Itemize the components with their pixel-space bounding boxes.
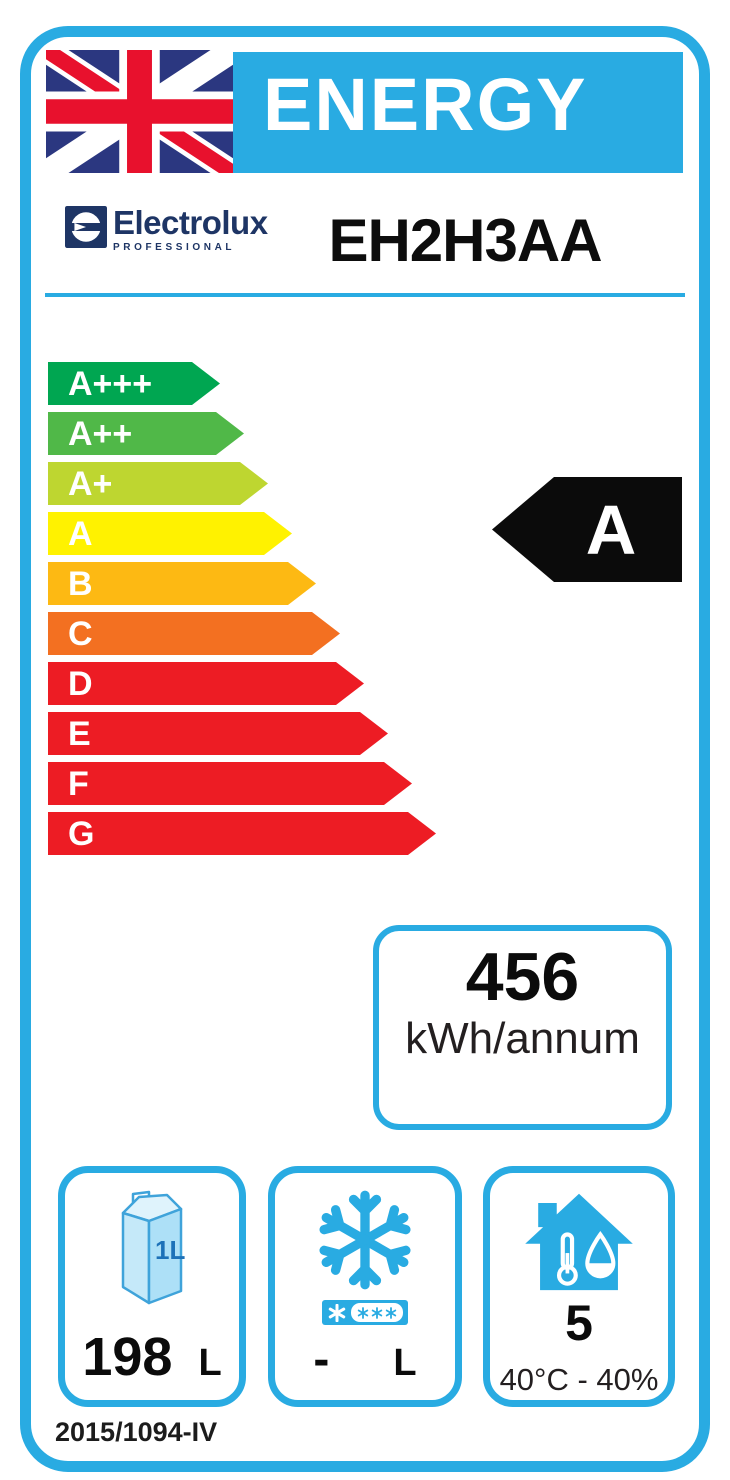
star-icon [328, 1303, 345, 1322]
climate-class-box: 5 40°C - 40% [483, 1166, 675, 1407]
scale-arrow-b: B [48, 562, 316, 605]
scale-arrow-label: G [68, 814, 95, 853]
milk-carton-icon: 1L [121, 1190, 185, 1305]
rating-scale: A+++ A++ A+ A B C D E F G [48, 362, 436, 862]
brand-name: Electrolux [113, 204, 268, 241]
fridge-volume-unit: L [198, 1342, 222, 1384]
star-icon [385, 1306, 396, 1319]
scale-arrow-label: A [68, 514, 93, 553]
scale-arrow-label: B [68, 564, 93, 603]
scale-arrow-label: D [68, 664, 93, 703]
climate-condition: 40°C - 40% [499, 1362, 659, 1397]
freezer-volume-value: - [313, 1333, 330, 1386]
scale-arrow-label: F [68, 764, 89, 803]
rating-badge-grade: A [585, 490, 637, 569]
scale-arrow-label: A+++ [68, 364, 153, 403]
snowflake-icon [319, 1190, 411, 1290]
scale-arrow-aplus: A+ [48, 462, 268, 505]
house-climate-icon [525, 1193, 633, 1291]
fridge-compartment-box: 1L 198 L [58, 1166, 246, 1407]
consumption-unit: kWh/annum [405, 1014, 640, 1063]
freezer-volume-unit: L [393, 1342, 417, 1384]
scale-arrow-label: C [68, 614, 93, 653]
header-separator [45, 293, 685, 297]
scale-arrow-aplusplus: A++ [48, 412, 244, 455]
scale-arrow-f: F [48, 762, 412, 805]
scale-arrow-e: E [48, 712, 388, 755]
freezer-compartment-box: - L [268, 1166, 462, 1407]
scale-arrow-d: D [48, 662, 364, 705]
uk-flag-icon [46, 50, 233, 173]
consumption-value: 456 [465, 939, 580, 1015]
scale-arrow-aplusplusplus: A+++ [48, 362, 220, 405]
brand-logo: Electrolux PROFESSIONAL [65, 206, 268, 253]
model-name: EH2H3AA [328, 207, 602, 274]
carton-volume-label: 1L [155, 1235, 185, 1265]
scale-arrow-g: G [48, 812, 436, 855]
consumption-box: 456 kWh/annum [373, 925, 672, 1130]
scale-arrow-label: A++ [68, 414, 133, 453]
brand-subtitle: PROFESSIONAL [113, 242, 236, 253]
rating-badge: A [492, 477, 682, 582]
electrolux-symbol-icon [65, 206, 107, 248]
energy-banner: ENERGY [233, 52, 683, 173]
three-star-pill [350, 1303, 403, 1322]
energy-title: ENERGY [263, 63, 588, 146]
star-icon [371, 1306, 382, 1319]
regulation-reference: 2015/1094-IV [55, 1417, 218, 1447]
freezer-star-rating-badge [322, 1300, 408, 1325]
climate-class-value: 5 [565, 1295, 593, 1351]
scale-arrow-label: A+ [68, 464, 113, 503]
scale-arrow-a: A [48, 512, 292, 555]
scale-arrow-c: C [48, 612, 340, 655]
star-icon [357, 1306, 368, 1319]
scale-arrow-label: E [68, 714, 91, 753]
fridge-volume-value: 198 [82, 1327, 173, 1387]
